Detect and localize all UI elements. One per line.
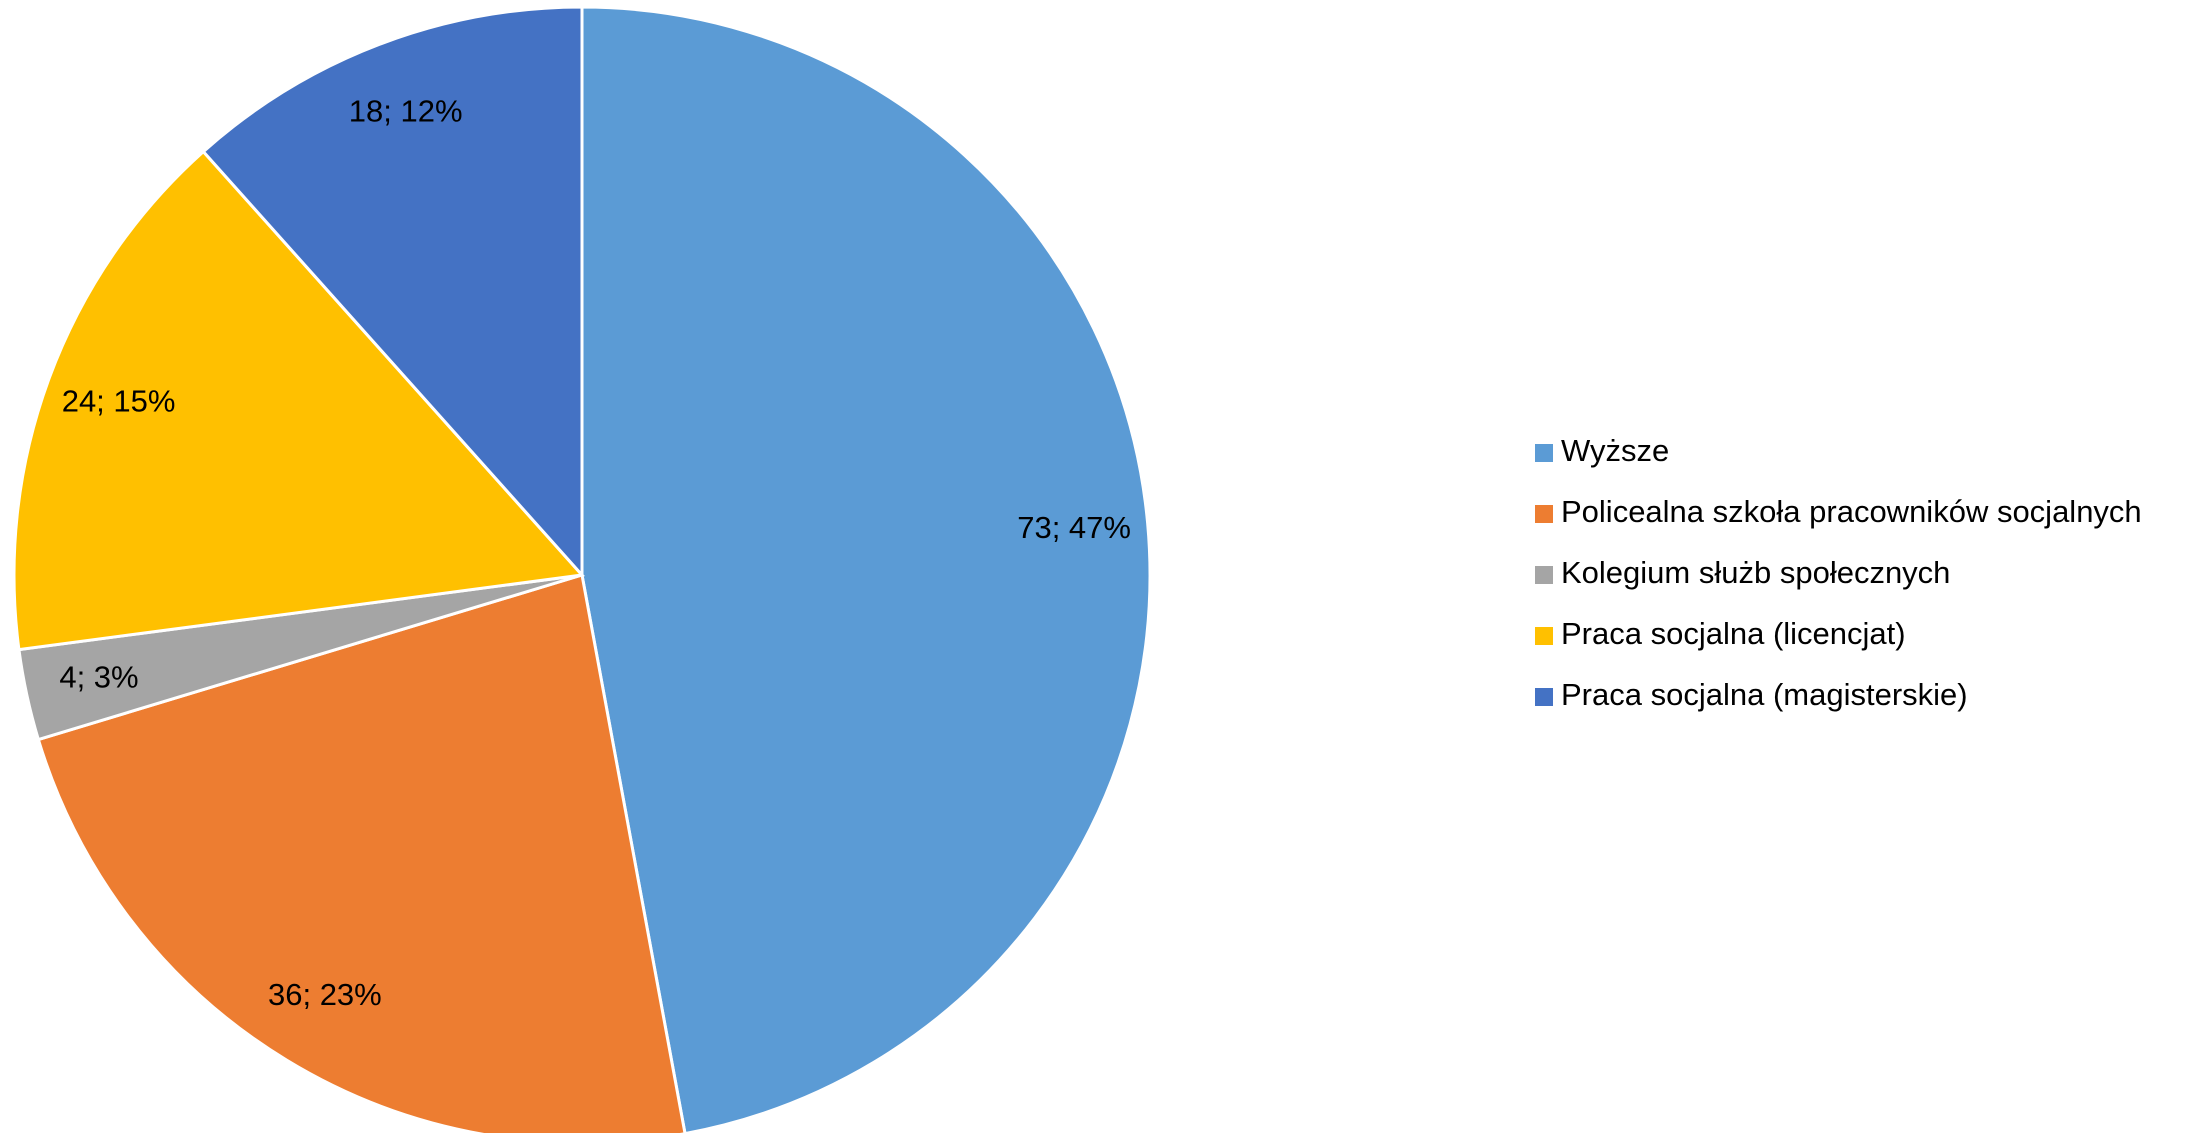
data-label: 4; 3% xyxy=(59,660,138,695)
data-label: 36; 23% xyxy=(268,977,382,1012)
pie-slice xyxy=(201,5,584,579)
legend-label: Praca socjalna (magisterskie) xyxy=(1561,677,1968,712)
legend-swatch xyxy=(1535,688,1553,706)
legend-label: Wyższe xyxy=(1561,433,1669,468)
pie-slice xyxy=(12,149,586,652)
pie-slice xyxy=(580,5,1152,1133)
data-label: 73; 47% xyxy=(1017,510,1131,545)
pie-slice xyxy=(36,573,687,1133)
legend-swatch xyxy=(1535,627,1553,645)
legend-swatch xyxy=(1535,444,1553,462)
legend-swatch xyxy=(1535,505,1553,523)
legend-swatch xyxy=(1535,566,1553,584)
legend-label: Kolegium służb społecznych xyxy=(1561,555,1950,590)
legend-label: Praca socjalna (licencjat) xyxy=(1561,616,1906,651)
data-label: 18; 12% xyxy=(349,94,463,129)
legend-label: Policealna szkoła pracowników socjalnych xyxy=(1561,494,2142,529)
data-label: 24; 15% xyxy=(62,384,176,419)
